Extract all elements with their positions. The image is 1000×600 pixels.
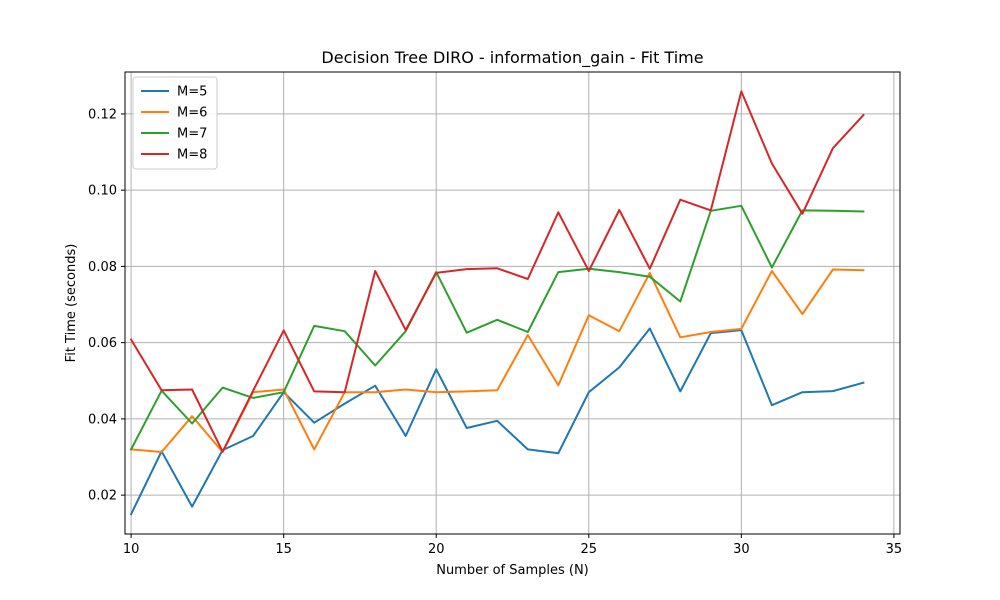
y-tick-label: 0.10 bbox=[88, 184, 117, 199]
legend-box bbox=[132, 76, 218, 170]
axis-ticks: 10 15 20 25 30 35 0.02 0.04 0.06 0.08 0.10 0.12 bbox=[88, 107, 902, 557]
y-tick-label: 0.12 bbox=[88, 107, 117, 122]
x-tick-label: 35 bbox=[886, 542, 903, 557]
x-axis-title: Number of Samples (N) bbox=[436, 563, 589, 578]
series-line-m-8 bbox=[129, 90, 865, 453]
y-axis-title: Fit Time (seconds) bbox=[64, 244, 79, 363]
x-tick-label: 20 bbox=[428, 542, 445, 557]
x-tick-label: 10 bbox=[123, 542, 140, 557]
series-lines bbox=[129, 90, 865, 516]
x-tick-label: 15 bbox=[275, 542, 292, 557]
x-tick-label: 25 bbox=[581, 542, 598, 557]
legend-label: M=5 bbox=[177, 85, 207, 100]
plot-frame bbox=[124, 71, 901, 535]
y-tick-label: 0.02 bbox=[88, 489, 117, 504]
y-tick-label: 0.04 bbox=[88, 412, 117, 427]
chart-title: Decision Tree DIRO - information_gain - … bbox=[321, 48, 703, 68]
legend-label: M=7 bbox=[177, 127, 207, 142]
series-line-m-7 bbox=[129, 204, 865, 451]
y-tick-label: 0.08 bbox=[88, 260, 117, 275]
legend-label: M=6 bbox=[177, 106, 207, 121]
legend: M=5 M=6 M=7 M=8 bbox=[132, 76, 218, 170]
series-line-m-5 bbox=[129, 327, 865, 516]
y-tick-label: 0.06 bbox=[88, 336, 117, 351]
legend-label: M=8 bbox=[177, 148, 207, 163]
x-tick-label: 30 bbox=[733, 542, 750, 557]
